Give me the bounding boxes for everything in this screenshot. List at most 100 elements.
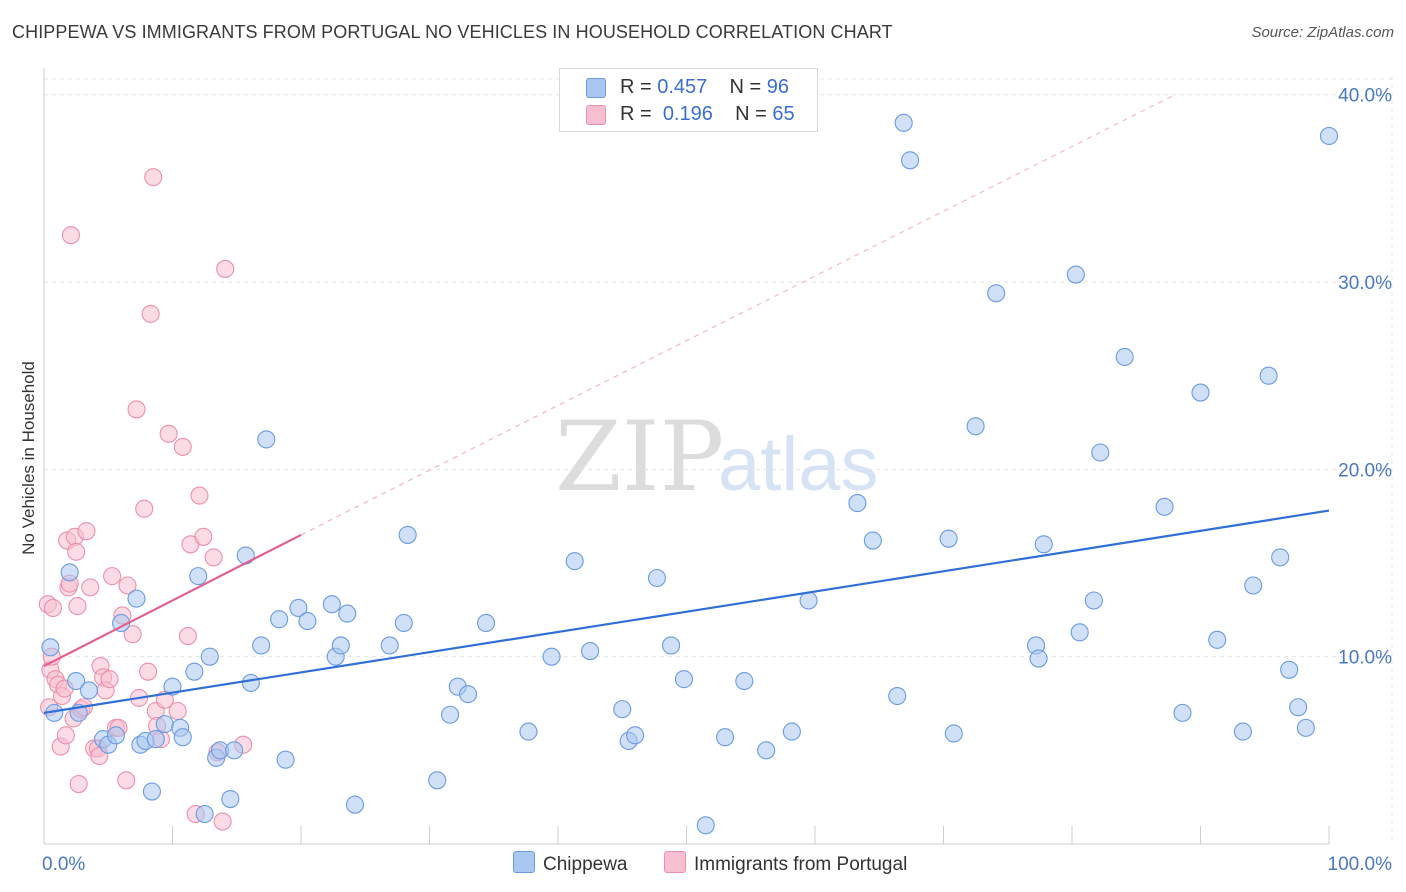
trend-lines <box>300 94 1176 536</box>
chippewa-point <box>1208 630 1227 649</box>
bottom-legend-chippewa: Chippewa <box>513 851 628 876</box>
chippewa-point <box>1070 623 1089 642</box>
chippewa-point <box>715 728 735 747</box>
legend-swatch-portugal <box>586 105 606 125</box>
chippewa-point <box>1115 347 1134 367</box>
chippewa-point <box>225 741 244 760</box>
chippewa-point <box>674 670 693 689</box>
portugal-point <box>69 775 88 794</box>
portugal-point <box>178 627 197 646</box>
chippewa-point <box>1034 535 1053 554</box>
chippewa-point <box>200 647 219 666</box>
chippewa-point <box>626 726 645 745</box>
portugal-point <box>144 168 163 187</box>
chippewa-point <box>888 686 907 706</box>
chippewa-point <box>252 636 271 655</box>
watermark-zip: ZIP <box>555 401 724 513</box>
chippewa-point <box>142 782 161 801</box>
chippewa-point <box>662 636 681 655</box>
chippewa-point <box>757 741 776 760</box>
bottom-legend-label-portugal: Immigrants from Portugal <box>694 854 908 875</box>
chippewa-point <box>79 681 99 700</box>
chippewa-point <box>939 529 958 548</box>
chippewa-point <box>338 604 357 623</box>
portugal-point <box>68 597 87 616</box>
chippewa-point <box>289 598 308 618</box>
y-tick-label: 30.0% <box>1338 273 1392 294</box>
legend-r-value-chippewa: 0.457 <box>657 76 708 98</box>
x-tick-label-start: 0.0% <box>42 854 85 875</box>
portugal-point <box>194 527 213 546</box>
portugal-point <box>173 437 192 456</box>
legend-swatch-chippewa <box>586 78 606 98</box>
chippewa-point <box>270 610 289 629</box>
portugal-point <box>117 771 136 790</box>
chippewa-point <box>380 636 399 655</box>
chippewa-point <box>185 662 204 681</box>
portugal-point <box>190 486 209 505</box>
chippewa-point <box>195 804 214 824</box>
portugal-point <box>139 662 158 681</box>
chippewa-point <box>146 730 165 749</box>
chippewa-points <box>41 113 1339 835</box>
chippewa-point <box>155 715 174 734</box>
chippewa-point <box>1155 497 1174 516</box>
x-tick-label-end: 100.0% <box>1328 854 1393 875</box>
chippewa-point <box>257 430 276 449</box>
legend-n-label: N = <box>735 103 767 125</box>
chippewa-point <box>1191 383 1210 402</box>
portugal-point <box>61 226 81 245</box>
legend-n-value-portugal: 65 <box>772 103 795 125</box>
bottom-legend-swatch-chippewa <box>513 851 535 873</box>
tick-labels: 10.0% 20.0% 30.0% 40.0% 0.0% 100.0% <box>42 86 1392 875</box>
chippewa-point <box>1280 660 1299 679</box>
y-tick-label: 10.0% <box>1338 648 1392 669</box>
chippewa-point <box>1091 443 1110 462</box>
chippewa-point <box>901 151 920 170</box>
portugal-points <box>38 168 253 831</box>
portugal-point <box>127 400 146 419</box>
chippewa-point <box>987 284 1006 303</box>
portugal-trend-line <box>43 533 302 668</box>
chippewa-point <box>298 612 317 631</box>
grid <box>44 76 1393 844</box>
chippewa-point <box>322 595 341 614</box>
portugal-point <box>56 726 75 745</box>
chippewa-point <box>1029 649 1048 668</box>
chippewa-point <box>60 563 79 582</box>
chippewa-point <box>331 636 350 655</box>
chippewa-point <box>944 724 963 743</box>
chippewa-point <box>1233 722 1252 741</box>
chippewa-point <box>519 722 538 741</box>
chippewa-point <box>1173 703 1192 722</box>
portugal-point <box>159 424 178 443</box>
chippewa-point <box>276 750 295 769</box>
chippewa-point <box>782 722 801 741</box>
portugal-trend-extension <box>300 94 1176 536</box>
portugal-point <box>43 598 63 618</box>
chippewa-point <box>1289 698 1308 717</box>
chippewa-point <box>394 613 413 633</box>
chippewa-point <box>428 771 447 790</box>
chippewa-point <box>67 671 86 691</box>
legend-r-label: R = <box>620 103 652 125</box>
chippewa-point <box>696 816 715 835</box>
portugal-point <box>103 567 122 586</box>
chippewa-point <box>647 568 666 588</box>
chippewa-point <box>106 726 126 745</box>
chippewa-point <box>345 795 365 814</box>
chippewa-point <box>398 525 417 544</box>
portugal-point <box>204 548 223 567</box>
legend-r-label: R = <box>620 76 652 98</box>
portugal-point <box>67 542 86 561</box>
legend: R = 0.457 N = 96 R = 0.196 N = 65 <box>559 68 818 132</box>
legend-n-value-chippewa: 96 <box>766 76 790 98</box>
bottom-legend-label-chippewa: Chippewa <box>543 854 628 875</box>
chippewa-point <box>565 552 584 571</box>
chippewa-point <box>613 700 632 719</box>
chippewa-point <box>476 613 496 633</box>
portugal-point <box>141 304 160 323</box>
chippewa-point <box>1084 591 1103 610</box>
chippewa-point <box>1259 366 1278 385</box>
